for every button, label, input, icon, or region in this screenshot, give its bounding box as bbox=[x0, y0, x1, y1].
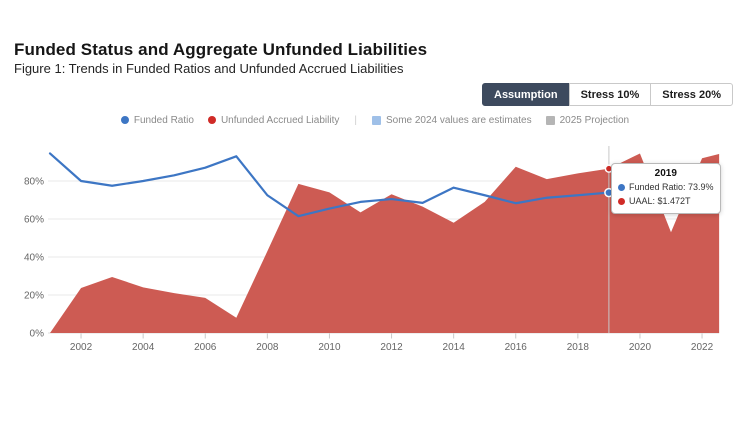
page-subtitle: Figure 1: Trends in Funded Ratios and Un… bbox=[14, 61, 404, 76]
x-axis-label: 2010 bbox=[318, 342, 341, 353]
x-axis-label: 2012 bbox=[380, 342, 403, 353]
tooltip-year: 2019 bbox=[654, 168, 677, 179]
tooltip-uaal-value: UAAL: $1.472T bbox=[629, 195, 691, 206]
y-axis-label: 0% bbox=[30, 329, 45, 340]
x-axis-label: 2022 bbox=[691, 342, 714, 353]
page-title: Funded Status and Aggregate Unfunded Lia… bbox=[14, 40, 428, 59]
tooltip-funded-ratio-row: Funded Ratio: 73.9% bbox=[618, 181, 714, 195]
x-axis-label: 2020 bbox=[629, 342, 652, 353]
y-axis-label: 80% bbox=[24, 177, 44, 188]
scenario-toggle-group: Assumption Stress 10% Stress 20% bbox=[482, 83, 733, 106]
uaal-dot-icon bbox=[618, 198, 625, 206]
y-axis-label: 40% bbox=[24, 253, 44, 264]
chart-tooltip: 2019 Funded Ratio: 73.9% UAAL: $1.472T bbox=[611, 163, 721, 214]
funded-ratio-dot-icon bbox=[618, 184, 625, 192]
projection-square-icon bbox=[545, 115, 555, 125]
y-axis-label: 60% bbox=[24, 215, 44, 226]
legend-label: Unfunded Accrued Liability bbox=[220, 114, 340, 126]
x-axis-label: 2014 bbox=[443, 342, 466, 353]
legend-item-unfunded-accrued-liability[interactable]: Unfunded Accrued Liability bbox=[207, 114, 340, 126]
x-axis-label: 2018 bbox=[567, 342, 590, 353]
tooltip-uaal-row: UAAL: $1.472T bbox=[618, 195, 714, 209]
legend-item-2025-projection[interactable]: 2025 Projection bbox=[545, 114, 630, 126]
y-axis-label: 20% bbox=[24, 291, 44, 302]
legend-label: 2025 Projection bbox=[559, 114, 630, 126]
uaal-dot-icon bbox=[207, 116, 216, 124]
x-axis-label: 2002 bbox=[70, 342, 93, 353]
x-axis-label: 2006 bbox=[194, 342, 217, 353]
tooltip-funded-ratio-value: Funded Ratio: 73.9% bbox=[629, 182, 714, 192]
x-axis-label: 2016 bbox=[505, 342, 528, 353]
chart-legend: Funded Ratio Unfunded Accrued Liability … bbox=[0, 113, 750, 127]
estimates-square-icon bbox=[371, 115, 381, 125]
legend-separator: | bbox=[354, 114, 357, 126]
legend-label: Funded Ratio bbox=[133, 114, 194, 126]
x-axis-label: 2004 bbox=[132, 342, 155, 353]
legend-label: Some 2024 values are estimates bbox=[385, 114, 532, 126]
funded-ratio-dot-icon bbox=[120, 116, 129, 124]
legend-item-2024-estimates[interactable]: Some 2024 values are estimates bbox=[371, 114, 532, 126]
stress-20-button[interactable]: Stress 20% bbox=[650, 83, 733, 106]
legend-item-funded-ratio[interactable]: Funded Ratio bbox=[120, 114, 194, 126]
x-axis-label: 2008 bbox=[256, 342, 279, 353]
